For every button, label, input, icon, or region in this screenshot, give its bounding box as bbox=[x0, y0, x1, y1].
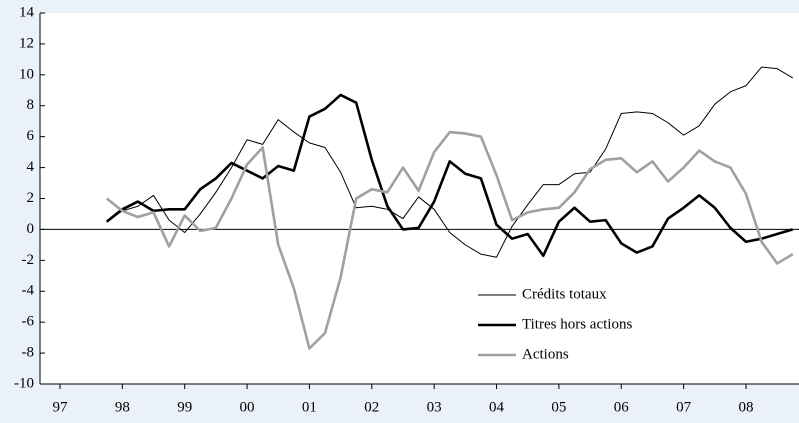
y-tick-label: -2 bbox=[22, 252, 35, 268]
legend-label: Crédits totaux bbox=[522, 286, 607, 302]
y-tick-label: 0 bbox=[27, 221, 35, 237]
plot-area bbox=[40, 13, 799, 384]
x-tick-label: 03 bbox=[427, 399, 442, 415]
x-tick-label: 02 bbox=[364, 399, 379, 415]
x-tick-label: 01 bbox=[302, 399, 317, 415]
legend-label: Actions bbox=[522, 346, 569, 362]
y-tick-label: -4 bbox=[22, 283, 35, 299]
y-tick-label: 10 bbox=[19, 66, 34, 82]
x-tick-label: 98 bbox=[115, 399, 130, 415]
legend-label: Titres hors actions bbox=[522, 316, 632, 332]
series-line bbox=[105, 130, 794, 350]
x-tick-label: 07 bbox=[676, 399, 692, 415]
x-tick-label: 05 bbox=[551, 399, 566, 415]
y-tick-label: 14 bbox=[19, 4, 35, 20]
series-line bbox=[106, 66, 794, 258]
y-tick-label: -10 bbox=[14, 375, 34, 391]
y-tick-label: -6 bbox=[22, 314, 35, 330]
y-tick-label: -8 bbox=[22, 345, 35, 361]
x-tick-label: 06 bbox=[614, 399, 630, 415]
x-tick-label: 08 bbox=[738, 399, 753, 415]
x-tick-label: 04 bbox=[489, 399, 505, 415]
x-tick-label: 99 bbox=[177, 399, 192, 415]
y-tick-label: 2 bbox=[27, 190, 35, 206]
y-tick-label: 12 bbox=[19, 35, 34, 51]
x-tick-label: 00 bbox=[240, 399, 255, 415]
x-tick-label: 97 bbox=[52, 399, 68, 415]
y-tick-label: 4 bbox=[27, 159, 35, 175]
y-tick-label: 8 bbox=[27, 97, 35, 113]
y-tick-label: 6 bbox=[27, 128, 35, 144]
series-line bbox=[105, 93, 794, 257]
